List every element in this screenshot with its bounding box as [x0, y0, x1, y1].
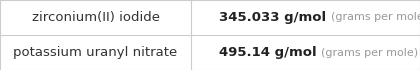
Text: (grams per mole): (grams per mole) [321, 48, 418, 57]
Text: 345.033 g/mol: 345.033 g/mol [218, 11, 326, 24]
Text: zirconium(II) iodide: zirconium(II) iodide [32, 11, 160, 24]
Text: potassium uranyl nitrate: potassium uranyl nitrate [13, 46, 178, 59]
Text: (grams per mole): (grams per mole) [331, 13, 420, 22]
Text: 495.14 g/mol: 495.14 g/mol [218, 46, 316, 59]
